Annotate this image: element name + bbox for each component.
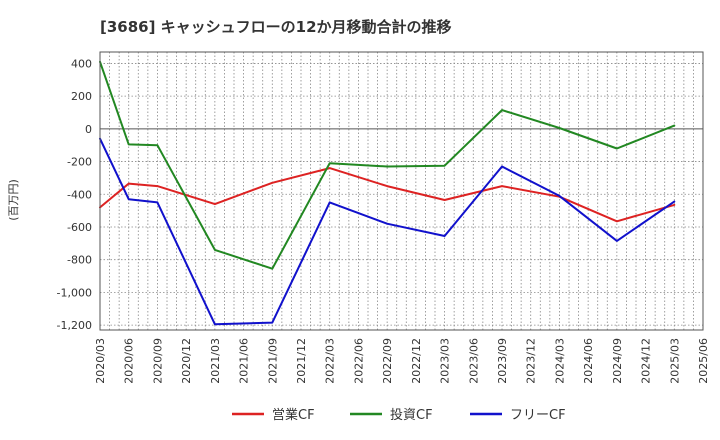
x-tick-label: 2021/12: [295, 338, 308, 384]
y-tick-label: -400: [67, 188, 92, 201]
x-tick-label: 2021/03: [209, 338, 222, 384]
y-tick-label: -1,200: [57, 319, 92, 332]
x-axis: 2020/03 2020/06 2020/09 2020/12 2021/03 2021/…: [94, 338, 710, 384]
series-layer: [99, 60, 676, 326]
y-tick-label: -800: [67, 254, 92, 267]
x-tick-label: 2022/03: [324, 338, 337, 384]
x-tick-label: 2020/09: [151, 338, 164, 384]
x-tick-label: 2023/09: [496, 338, 509, 384]
grid-layer: [99, 52, 704, 330]
x-tick-label: 2023/12: [525, 338, 538, 384]
plot-frame: [99, 51, 704, 331]
x-tick-label: 2022/09: [381, 338, 394, 384]
y-axis-label: (百万円): [7, 179, 20, 221]
y-axis: 400 200 0 -200 -400 -600 -800 -1,000 -1,200: [57, 57, 92, 332]
x-tick-label: 2021/09: [266, 338, 279, 384]
x-tick-label: 2020/06: [123, 338, 136, 384]
series-line-2: [99, 60, 676, 270]
x-tick-label: 2024/09: [611, 338, 624, 384]
chart-title: [3686] キャッシュフローの12か月移動合計の推移: [100, 18, 452, 36]
x-tick-label: 2021/06: [238, 338, 251, 384]
series-line-3: [99, 137, 676, 326]
legend-label: 投資CF: [390, 407, 433, 423]
x-tick-label: 2024/03: [553, 338, 566, 384]
x-tick-label: 2020/03: [94, 338, 107, 384]
x-tick-label: 2022/06: [352, 338, 365, 384]
x-tick-label: 2022/12: [410, 338, 423, 384]
y-tick-label: 400: [71, 57, 92, 70]
y-tick-label: -200: [67, 156, 92, 169]
x-tick-label: 2025/06: [697, 338, 710, 384]
x-tick-label: 2023/03: [439, 338, 452, 384]
legend-label: 営業CF: [272, 407, 315, 423]
x-tick-label: 2020/12: [180, 338, 193, 384]
y-tick-label: 0: [85, 123, 92, 136]
x-tick-label: 2024/06: [582, 338, 595, 384]
legend: 営業CF 投資CF フリーCF: [232, 407, 566, 423]
series-line-1: [99, 167, 676, 223]
y-tick-label: 200: [71, 90, 92, 103]
x-tick-label: 2025/03: [668, 338, 681, 384]
y-tick-label: -600: [67, 221, 92, 234]
legend-label: フリーCF: [510, 408, 566, 423]
x-tick-label: 2024/12: [640, 338, 653, 384]
y-tick-label: -1,000: [57, 286, 92, 299]
x-tick-label: 2023/06: [467, 338, 480, 384]
